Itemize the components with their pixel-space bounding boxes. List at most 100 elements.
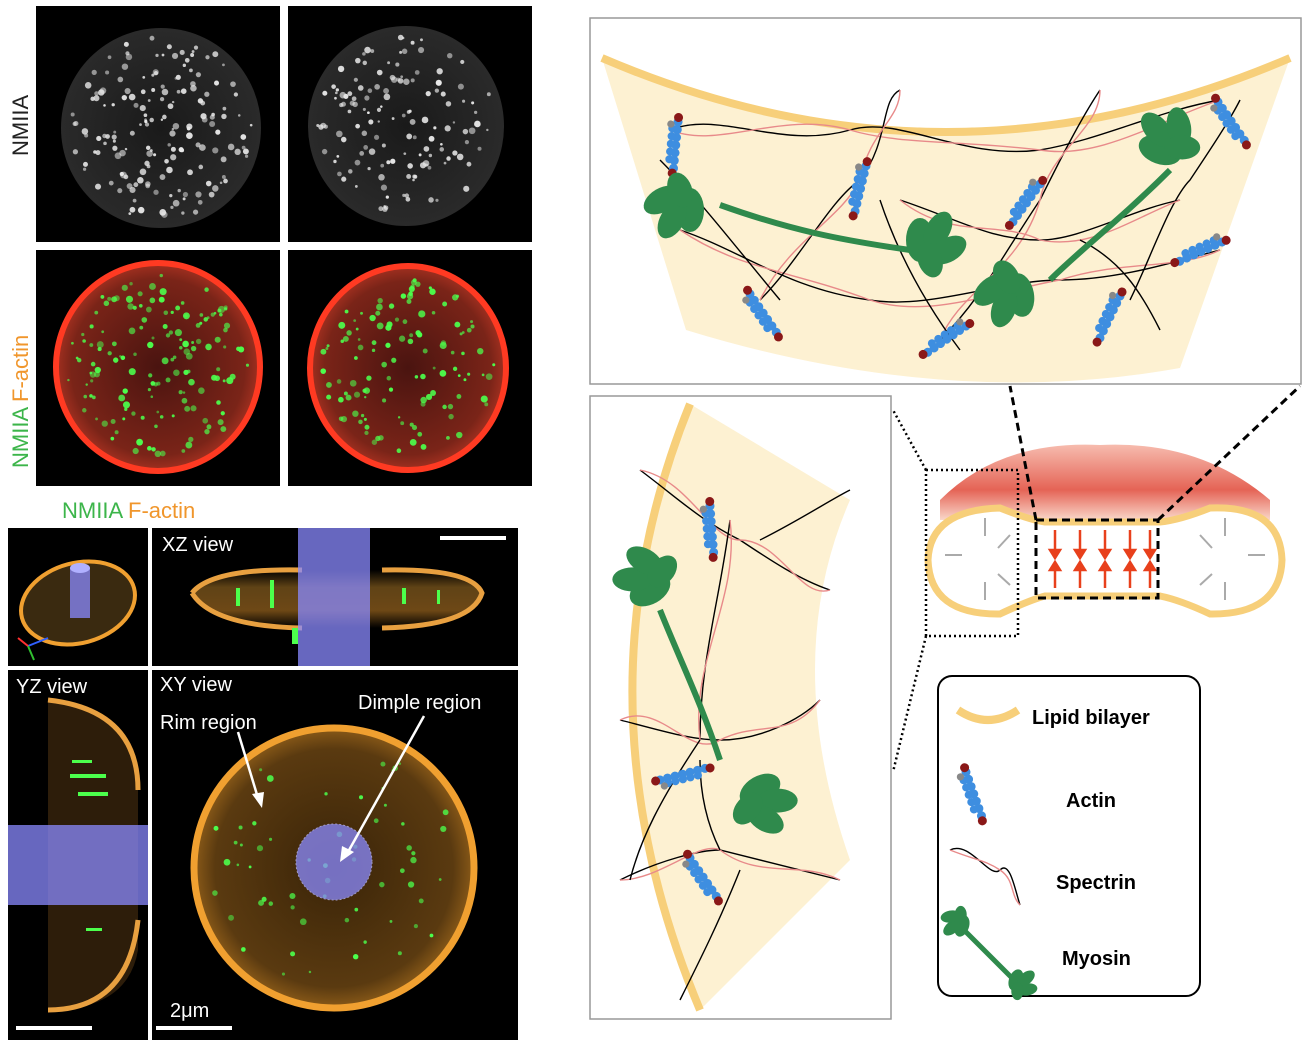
punctum — [464, 139, 470, 145]
punctum — [98, 89, 105, 96]
punctum — [195, 142, 201, 148]
punctum — [410, 856, 417, 864]
punctum — [459, 332, 463, 336]
punctum — [429, 288, 436, 295]
punctum — [242, 148, 249, 155]
punctum — [397, 34, 404, 41]
punctum — [153, 382, 158, 387]
punctum — [89, 324, 94, 329]
punctum — [452, 150, 458, 156]
punctum — [425, 90, 431, 97]
punctum — [388, 387, 394, 392]
punctum — [394, 317, 400, 322]
yz-view-panel: YZ view — [8, 670, 148, 1040]
punctum — [190, 405, 197, 412]
punctum — [411, 851, 416, 856]
nmiia-gray-panel-1 — [36, 6, 280, 242]
punctum — [398, 762, 402, 765]
punctum — [215, 129, 221, 135]
punctum — [170, 154, 177, 161]
punctum — [95, 150, 101, 156]
punctum — [366, 375, 372, 381]
punctum — [355, 327, 359, 331]
punctum — [195, 191, 202, 198]
punctum — [238, 825, 243, 830]
punctum — [401, 822, 405, 826]
legend-lipid-icon — [955, 706, 1021, 724]
punctum — [390, 158, 396, 164]
punctum — [434, 88, 440, 93]
punctum — [172, 355, 177, 360]
punctum — [344, 917, 350, 923]
punctum — [320, 368, 327, 374]
punctum — [221, 113, 227, 120]
punctum — [347, 109, 352, 114]
punctum — [428, 197, 434, 203]
punctum — [209, 120, 216, 127]
punctum — [375, 310, 381, 316]
punctum — [268, 901, 274, 906]
punctum — [83, 394, 88, 399]
punctum — [179, 338, 183, 342]
punctum — [409, 333, 414, 338]
punctum — [400, 75, 404, 79]
punctum — [151, 447, 156, 452]
punctum — [340, 339, 345, 343]
punctum — [193, 45, 199, 50]
punctum — [182, 340, 189, 348]
xy-view-panel: XY view Rim region Dimple region 2μm — [152, 670, 518, 1040]
punctum — [118, 394, 126, 402]
punctum — [154, 424, 158, 429]
punctum — [129, 206, 136, 213]
punctum — [355, 123, 360, 129]
punctum — [381, 143, 386, 148]
punctum — [358, 795, 364, 800]
punctum — [223, 322, 231, 329]
merged-image-1 — [53, 260, 263, 474]
punctum — [398, 335, 406, 342]
punctum — [160, 118, 164, 121]
punctum — [103, 141, 107, 146]
punctum — [91, 395, 96, 400]
punctum — [222, 379, 226, 383]
punctum — [447, 52, 453, 59]
punctum — [456, 431, 463, 439]
punctum — [227, 143, 235, 151]
punctum — [230, 81, 236, 88]
punctum — [175, 305, 181, 311]
punctum — [420, 373, 426, 380]
punctum — [454, 321, 461, 328]
punctum — [222, 106, 227, 111]
punctum — [89, 371, 97, 378]
punctum — [129, 282, 133, 286]
punctum — [241, 947, 246, 952]
xz-view-panel: XZ view — [152, 528, 518, 666]
rim-zoom-rect — [924, 468, 1020, 638]
punctum — [170, 146, 176, 152]
punctum — [82, 167, 87, 171]
punctum — [161, 357, 169, 365]
punctum — [182, 197, 186, 201]
punctum — [148, 373, 153, 378]
punctum — [326, 344, 330, 348]
punctum — [192, 209, 199, 215]
punctum — [386, 160, 391, 165]
punctum — [120, 171, 127, 179]
punctum — [379, 881, 385, 888]
3d-render-panel — [8, 528, 148, 666]
punctum — [377, 120, 380, 123]
punctum — [418, 898, 424, 904]
punctum — [212, 51, 219, 58]
punctum — [334, 96, 337, 100]
punctum — [149, 35, 155, 41]
punctum — [184, 405, 191, 412]
punctum — [477, 347, 484, 355]
punctum — [363, 417, 367, 421]
punctum — [96, 341, 104, 349]
punctum — [380, 184, 388, 191]
punctum — [120, 355, 126, 361]
punctum — [386, 321, 393, 328]
punctum — [171, 414, 175, 418]
punctum — [348, 169, 353, 174]
punctum — [357, 85, 364, 91]
